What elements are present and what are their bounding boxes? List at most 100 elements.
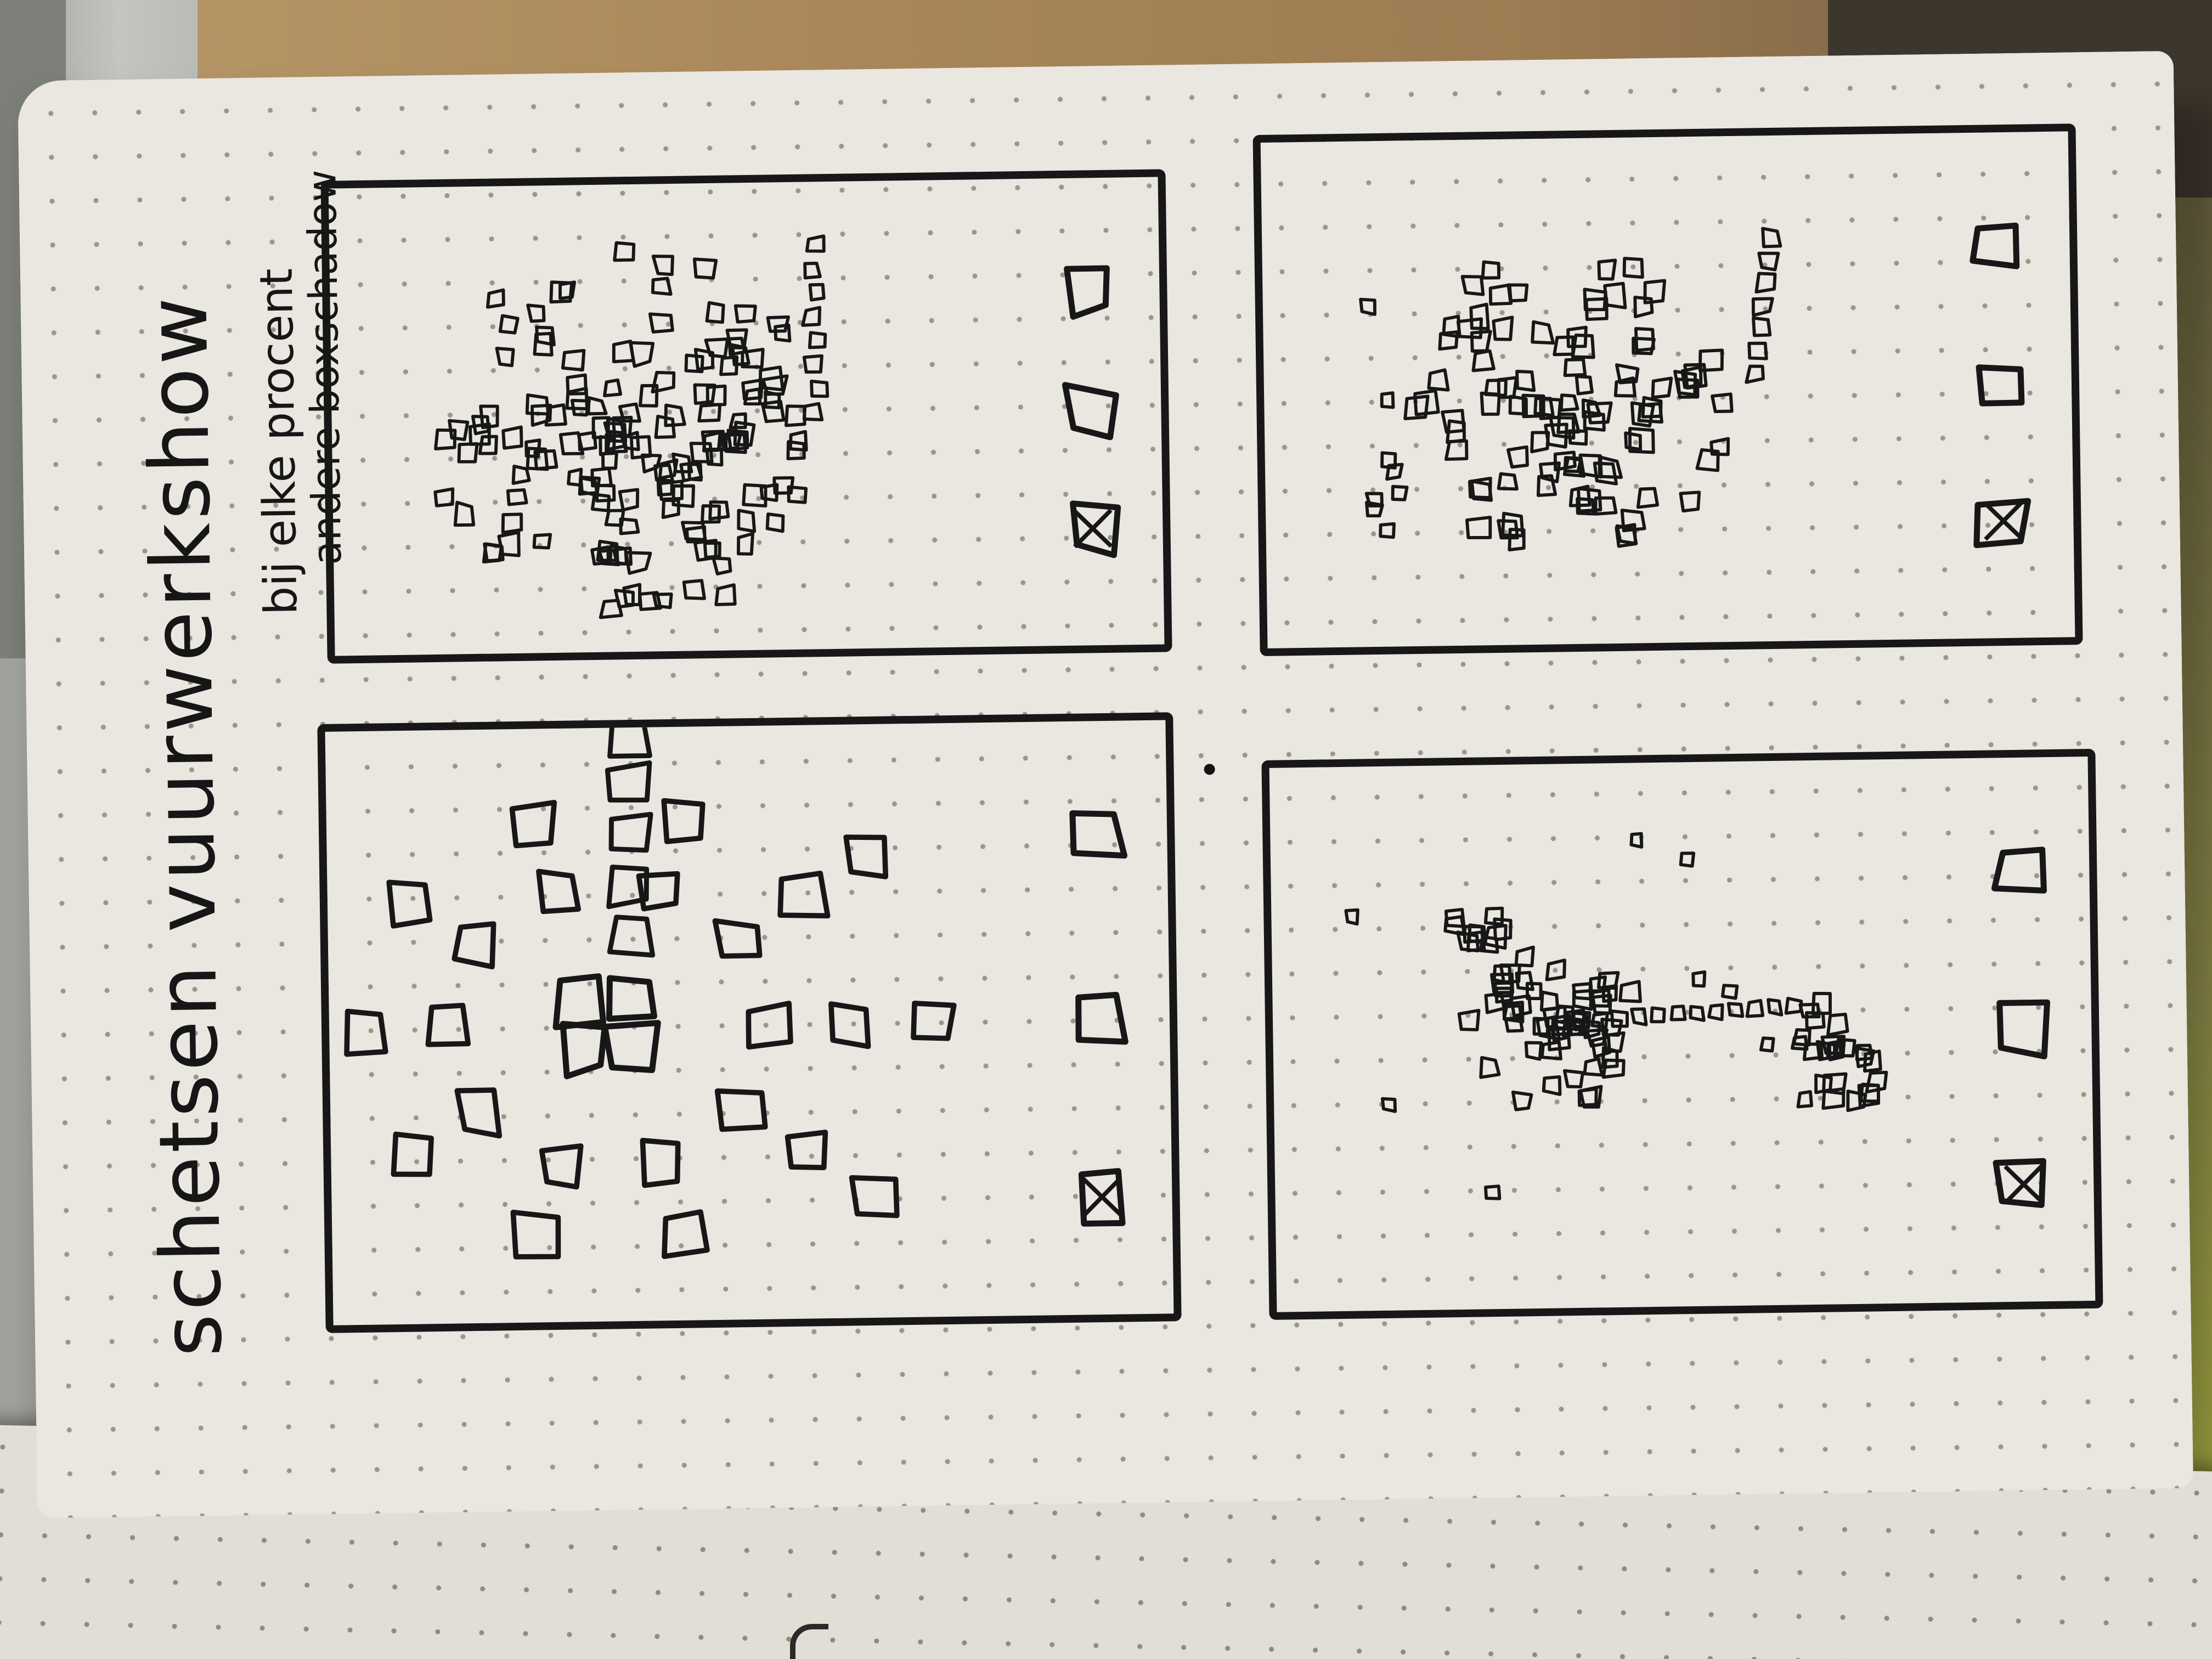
burst-square	[1493, 917, 1513, 941]
burst-square	[1443, 915, 1466, 936]
particle-square	[701, 430, 725, 452]
ray-square	[777, 871, 831, 919]
line-square	[1767, 998, 1784, 1017]
cluster-square	[1515, 370, 1536, 392]
ray-square	[843, 834, 889, 879]
particle-square	[603, 378, 623, 398]
particle-square	[533, 331, 554, 357]
particle-square	[501, 512, 523, 534]
ray-square	[849, 1175, 900, 1218]
cluster-square	[1633, 295, 1654, 319]
particle-square	[558, 431, 585, 456]
particle-square	[651, 255, 674, 276]
particle-square	[531, 403, 552, 427]
burst-square	[1577, 1087, 1598, 1107]
particle-square	[501, 425, 523, 450]
cluster-square	[1581, 398, 1602, 419]
corner-box	[1062, 382, 1119, 441]
cluster-square	[1501, 511, 1525, 538]
cluster-square	[1441, 409, 1466, 434]
cluster-square	[1615, 524, 1638, 545]
burst-square	[1457, 1008, 1481, 1031]
ray-square	[746, 1000, 793, 1050]
cluster-square	[1636, 487, 1660, 509]
burst-square	[1798, 1002, 1821, 1019]
cluster-square	[1471, 349, 1496, 373]
crossed-box	[1973, 498, 2032, 549]
particle-square	[567, 467, 583, 487]
line-square	[1590, 1012, 1609, 1029]
particle-square	[664, 403, 686, 427]
particle-square	[448, 419, 470, 441]
sketch-4-drawing	[1344, 832, 2051, 1208]
stray-square	[1380, 391, 1395, 409]
particle-square	[639, 383, 659, 408]
ray-square	[391, 1131, 434, 1177]
cluster-square	[1497, 519, 1519, 540]
trail-square	[1745, 364, 1765, 384]
particle-square	[692, 257, 718, 280]
particle-square	[759, 483, 779, 503]
burst-square	[1479, 935, 1499, 954]
particle-square	[712, 556, 732, 575]
cluster-square	[1632, 336, 1656, 356]
cluster-square	[1553, 450, 1577, 472]
cluster-square	[1615, 363, 1640, 385]
cluster-square	[1438, 330, 1459, 351]
ray-square	[509, 799, 557, 849]
particle-square	[629, 435, 652, 460]
corner-box	[1064, 265, 1110, 320]
cluster-square	[1506, 283, 1529, 303]
particle-square	[765, 512, 785, 533]
ray-square	[662, 1209, 710, 1259]
cluster-square	[1577, 487, 1602, 513]
cluster-square	[1470, 479, 1493, 502]
line-square	[1784, 996, 1803, 1015]
particle-square	[741, 378, 764, 401]
particle-square	[457, 442, 479, 464]
cluster-square	[1673, 370, 1697, 397]
cluster-square	[1506, 445, 1529, 469]
burst-square	[1854, 1046, 1876, 1069]
burst-square	[1494, 986, 1514, 1004]
cluster-square	[1613, 376, 1637, 398]
particle-square	[605, 433, 628, 454]
cluster-square	[1562, 456, 1586, 478]
cluster-square	[1481, 260, 1501, 280]
burst-square	[1859, 1082, 1881, 1103]
particle-square	[764, 390, 781, 410]
crossed-box	[1993, 1158, 2046, 1208]
particle-square	[772, 476, 795, 495]
burst-square	[1466, 930, 1486, 952]
cluster-square	[1683, 363, 1708, 390]
particle-square	[619, 517, 640, 535]
stray-square	[1381, 1097, 1397, 1113]
stray-square	[1391, 484, 1409, 501]
trail-square	[810, 379, 830, 398]
burst-square	[1820, 1035, 1846, 1055]
burst-square	[1811, 991, 1832, 1015]
burst-square	[1524, 1041, 1543, 1061]
crossed-box-x	[1983, 501, 2024, 541]
cluster-square	[1508, 394, 1528, 416]
stray-square	[1720, 984, 1739, 1000]
cluster-square	[1643, 279, 1667, 304]
trail-square	[802, 402, 824, 422]
particle-square	[478, 435, 498, 455]
particle-square	[596, 539, 619, 562]
burst-square	[1479, 1056, 1501, 1079]
particle-square	[486, 288, 505, 309]
trail-square	[1751, 297, 1774, 317]
cluster-square	[1711, 392, 1734, 414]
particle-square	[658, 458, 679, 480]
cluster-square	[1637, 402, 1663, 424]
particle-square	[661, 498, 680, 520]
particle-square	[697, 403, 722, 423]
particle-square	[701, 504, 721, 524]
stray-square	[1385, 462, 1404, 481]
cluster-square	[1497, 472, 1519, 491]
ray-square	[640, 1138, 681, 1188]
particle-square	[601, 452, 618, 470]
cluster-square	[1563, 358, 1587, 377]
center-square	[552, 973, 607, 1030]
